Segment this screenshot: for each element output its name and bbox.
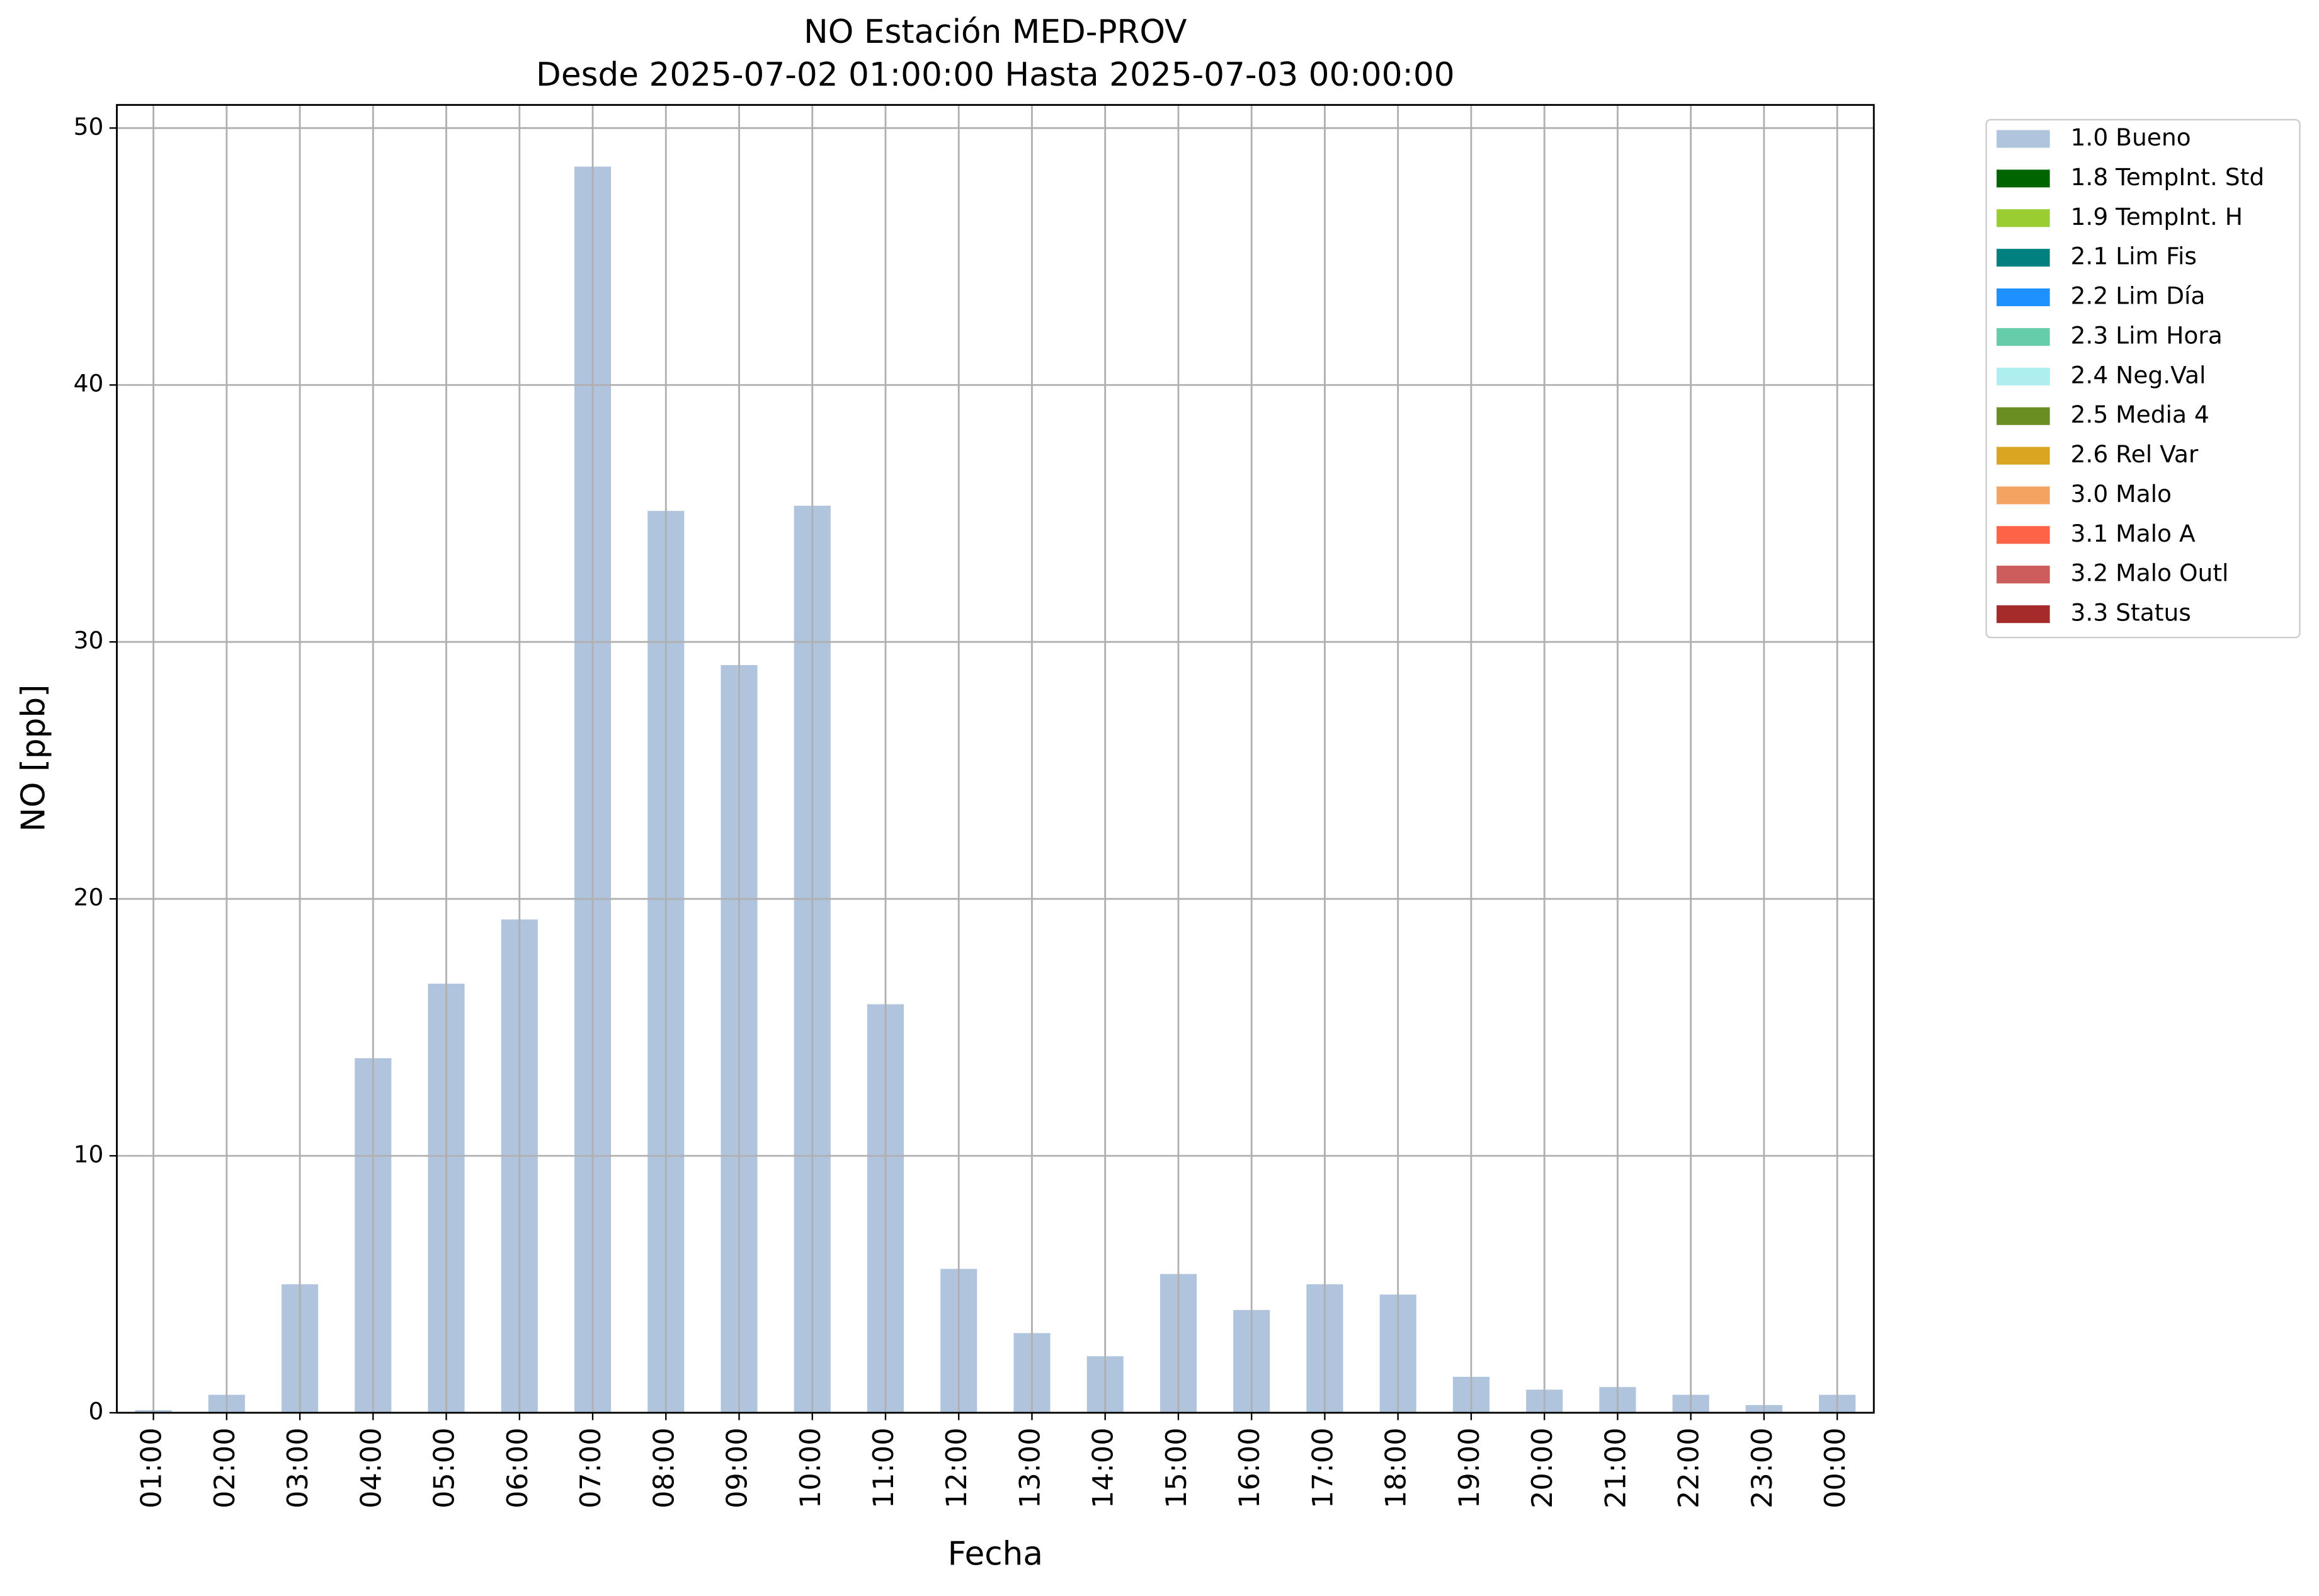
y-tick-label: 50 bbox=[74, 113, 104, 140]
x-axis-label: Fecha bbox=[948, 1536, 1043, 1573]
y-tick-label: 40 bbox=[74, 370, 104, 397]
legend-label: 3.2 Malo Outl bbox=[2071, 559, 2229, 587]
x-tick-label: 07:00 bbox=[574, 1428, 607, 1508]
legend-box bbox=[1985, 118, 2301, 639]
legend-swatch bbox=[1997, 407, 2050, 425]
legend-swatch bbox=[1997, 328, 2050, 346]
legend-label: 1.9 TempInt. H bbox=[2071, 203, 2243, 231]
x-tick-label: 17:00 bbox=[1306, 1428, 1339, 1508]
legend-label: 1.0 Bueno bbox=[2071, 123, 2191, 151]
x-tick-label: 06:00 bbox=[501, 1428, 534, 1508]
x-tick-label: 11:00 bbox=[867, 1428, 900, 1508]
x-tick-label: 15:00 bbox=[1160, 1428, 1193, 1508]
legend-swatch bbox=[1997, 130, 2050, 148]
x-tick-label: 12:00 bbox=[940, 1428, 973, 1508]
legend-swatch bbox=[1997, 447, 2050, 465]
y-tick-label: 10 bbox=[74, 1141, 104, 1168]
x-tick-label: 00:00 bbox=[1819, 1428, 1852, 1508]
legend-label: 2.4 Neg.Val bbox=[2071, 361, 2206, 389]
x-tick-label: 10:00 bbox=[794, 1428, 827, 1508]
legend-swatch bbox=[1997, 566, 2050, 584]
legend-label: 2.1 Lim Fis bbox=[2071, 242, 2197, 270]
legend-label: 2.6 Rel Var bbox=[2071, 440, 2199, 468]
legend-label: 3.1 Malo A bbox=[2071, 520, 2196, 547]
x-tick-label: 14:00 bbox=[1087, 1428, 1120, 1508]
chart-subtitle: Desde 2025-07-02 01:00:00 Hasta 2025-07-… bbox=[536, 56, 1455, 94]
legend-label: 3.0 Malo bbox=[2071, 480, 2172, 508]
x-tick-label: 09:00 bbox=[721, 1428, 754, 1508]
x-tick-label: 20:00 bbox=[1526, 1428, 1559, 1508]
legend-label: 3.3 Status bbox=[2071, 599, 2191, 627]
legend-swatch bbox=[1997, 209, 2050, 227]
legend-swatch bbox=[1997, 486, 2050, 504]
x-tick-label: 19:00 bbox=[1453, 1428, 1486, 1508]
y-axis-label: NO [ppb] bbox=[14, 685, 52, 832]
legend-swatch bbox=[1997, 605, 2050, 624]
legend-label: 2.5 Media 4 bbox=[2071, 401, 2209, 428]
x-tick-label: 01:00 bbox=[135, 1428, 168, 1508]
plot-frame bbox=[116, 104, 1875, 1414]
x-tick-label: 22:00 bbox=[1673, 1428, 1706, 1508]
x-tick-label: 05:00 bbox=[428, 1428, 461, 1508]
legend-label: 2.3 Lim Hora bbox=[2071, 321, 2223, 349]
y-tick-label: 30 bbox=[74, 627, 104, 654]
legend-swatch bbox=[1997, 249, 2050, 267]
legend-swatch bbox=[1997, 169, 2050, 188]
y-tick-label: 20 bbox=[74, 884, 104, 911]
chart-title: NO Estación MED-PROV bbox=[804, 13, 1187, 51]
x-tick-label: 18:00 bbox=[1380, 1428, 1413, 1508]
legend-swatch bbox=[1997, 526, 2050, 544]
legend-swatch bbox=[1997, 288, 2050, 307]
x-tick-label: 21:00 bbox=[1599, 1428, 1632, 1508]
legend-label: 2.2 Lim Día bbox=[2071, 282, 2206, 310]
x-tick-label: 03:00 bbox=[282, 1428, 314, 1508]
x-tick-label: 16:00 bbox=[1233, 1428, 1266, 1508]
x-tick-label: 23:00 bbox=[1746, 1428, 1779, 1508]
x-tick-label: 08:00 bbox=[647, 1428, 680, 1508]
x-tick-label: 13:00 bbox=[1013, 1428, 1046, 1508]
x-tick-label: 04:00 bbox=[355, 1428, 387, 1508]
legend-label: 1.8 TempInt. Std bbox=[2071, 163, 2265, 191]
x-tick-label: 02:00 bbox=[208, 1428, 241, 1508]
legend-swatch bbox=[1997, 367, 2050, 385]
y-tick-label: 0 bbox=[88, 1398, 103, 1425]
